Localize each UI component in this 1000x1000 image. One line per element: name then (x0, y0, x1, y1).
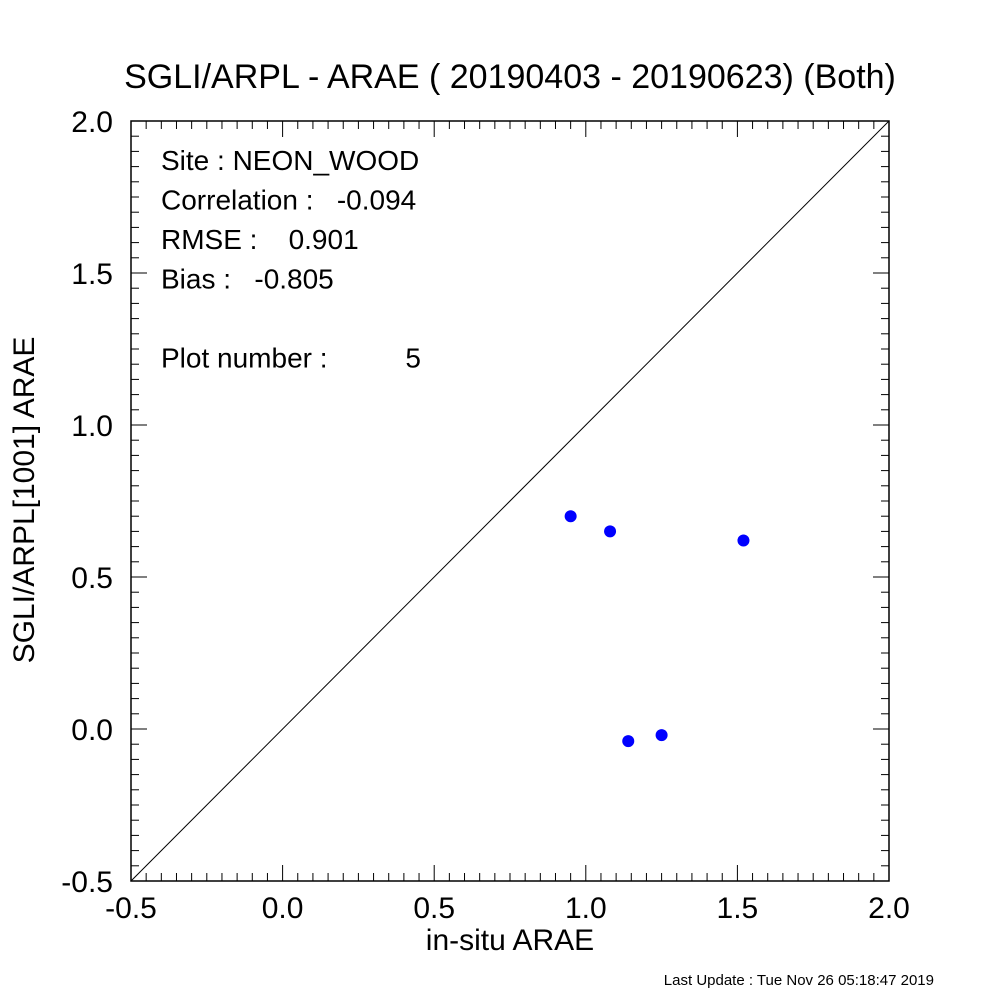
y-tick-label: -0.5 (61, 866, 113, 899)
major-ticks (130, 120, 890, 882)
stat-line: Correlation : -0.094 (161, 185, 416, 216)
data-point (737, 534, 750, 547)
chart-title: SGLI/ARPL - ARAE ( 20190403 - 20190623) … (124, 58, 896, 96)
x-tick-labels: -0.5 0.0 0.5 1.0 1.5 2.0 (105, 892, 910, 925)
x-tick-label: 0.0 (262, 892, 304, 925)
stat-line: Plot number : 5 (161, 343, 421, 374)
stat-line: RMSE : 0.901 (161, 224, 359, 255)
last-update-footer: Last Update : Tue Nov 26 05:18:47 2019 (664, 972, 934, 989)
y-tick-label: 2.0 (71, 106, 113, 139)
data-points (564, 510, 750, 748)
minor-ticks (131, 121, 889, 881)
one-to-one-line (130, 120, 890, 882)
y-tick-labels: -0.5 0.0 0.5 1.0 1.5 2.0 (61, 106, 113, 899)
x-tick-label: 1.5 (717, 892, 759, 925)
x-tick-label: 0.5 (413, 892, 455, 925)
data-point (604, 525, 617, 538)
x-tick-label: 1.0 (565, 892, 607, 925)
y-tick-label: 1.0 (71, 410, 113, 443)
data-point (564, 510, 577, 523)
x-tick-label: 2.0 (868, 892, 910, 925)
stats-annotation: Site : NEON_WOOD Correlation : -0.094 RMSE… (161, 145, 421, 374)
y-tick-label: 0.0 (71, 714, 113, 747)
y-tick-label: 0.5 (71, 562, 113, 595)
stat-line: Site : NEON_WOOD (161, 145, 419, 176)
data-point (622, 735, 635, 748)
y-tick-label: 1.5 (71, 258, 113, 291)
x-axis-label: in-situ ARAE (426, 924, 594, 957)
stat-line: Bias : -0.805 (161, 264, 334, 295)
x-tick-label: -0.5 (105, 892, 157, 925)
y-axis-label: SGLI/ARPL[1001] ARAE (8, 337, 41, 664)
data-point (655, 729, 668, 742)
